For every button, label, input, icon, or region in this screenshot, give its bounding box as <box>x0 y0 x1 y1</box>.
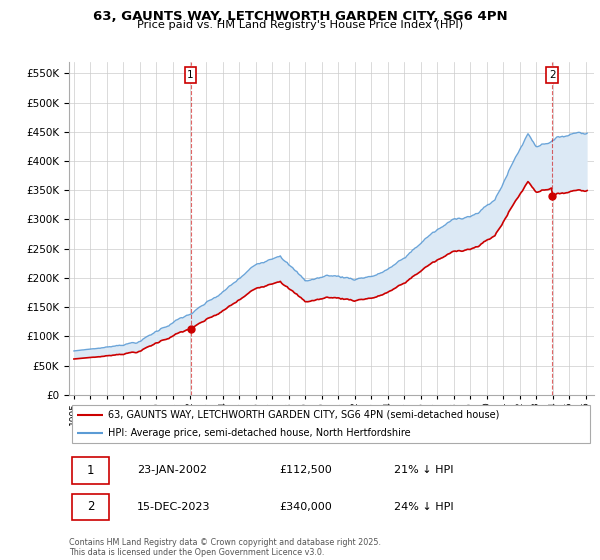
Text: HPI: Average price, semi-detached house, North Hertfordshire: HPI: Average price, semi-detached house,… <box>109 428 411 438</box>
Text: 1: 1 <box>87 464 94 477</box>
Text: Price paid vs. HM Land Registry's House Price Index (HPI): Price paid vs. HM Land Registry's House … <box>137 20 463 30</box>
Text: Contains HM Land Registry data © Crown copyright and database right 2025.
This d: Contains HM Land Registry data © Crown c… <box>69 538 381 557</box>
Text: 2: 2 <box>549 70 556 80</box>
Text: 23-JAN-2002: 23-JAN-2002 <box>137 465 207 475</box>
Text: 1: 1 <box>187 70 194 80</box>
FancyBboxPatch shape <box>71 405 590 443</box>
FancyBboxPatch shape <box>71 457 109 484</box>
Text: 21% ↓ HPI: 21% ↓ HPI <box>395 465 454 475</box>
Text: £340,000: £340,000 <box>279 502 332 512</box>
Text: 63, GAUNTS WAY, LETCHWORTH GARDEN CITY, SG6 4PN (semi-detached house): 63, GAUNTS WAY, LETCHWORTH GARDEN CITY, … <box>109 410 500 420</box>
Text: 24% ↓ HPI: 24% ↓ HPI <box>395 502 454 512</box>
Text: 15-DEC-2023: 15-DEC-2023 <box>137 502 211 512</box>
FancyBboxPatch shape <box>71 493 109 520</box>
Text: 2: 2 <box>87 500 94 514</box>
Text: 63, GAUNTS WAY, LETCHWORTH GARDEN CITY, SG6 4PN: 63, GAUNTS WAY, LETCHWORTH GARDEN CITY, … <box>92 10 508 23</box>
Text: £112,500: £112,500 <box>279 465 332 475</box>
